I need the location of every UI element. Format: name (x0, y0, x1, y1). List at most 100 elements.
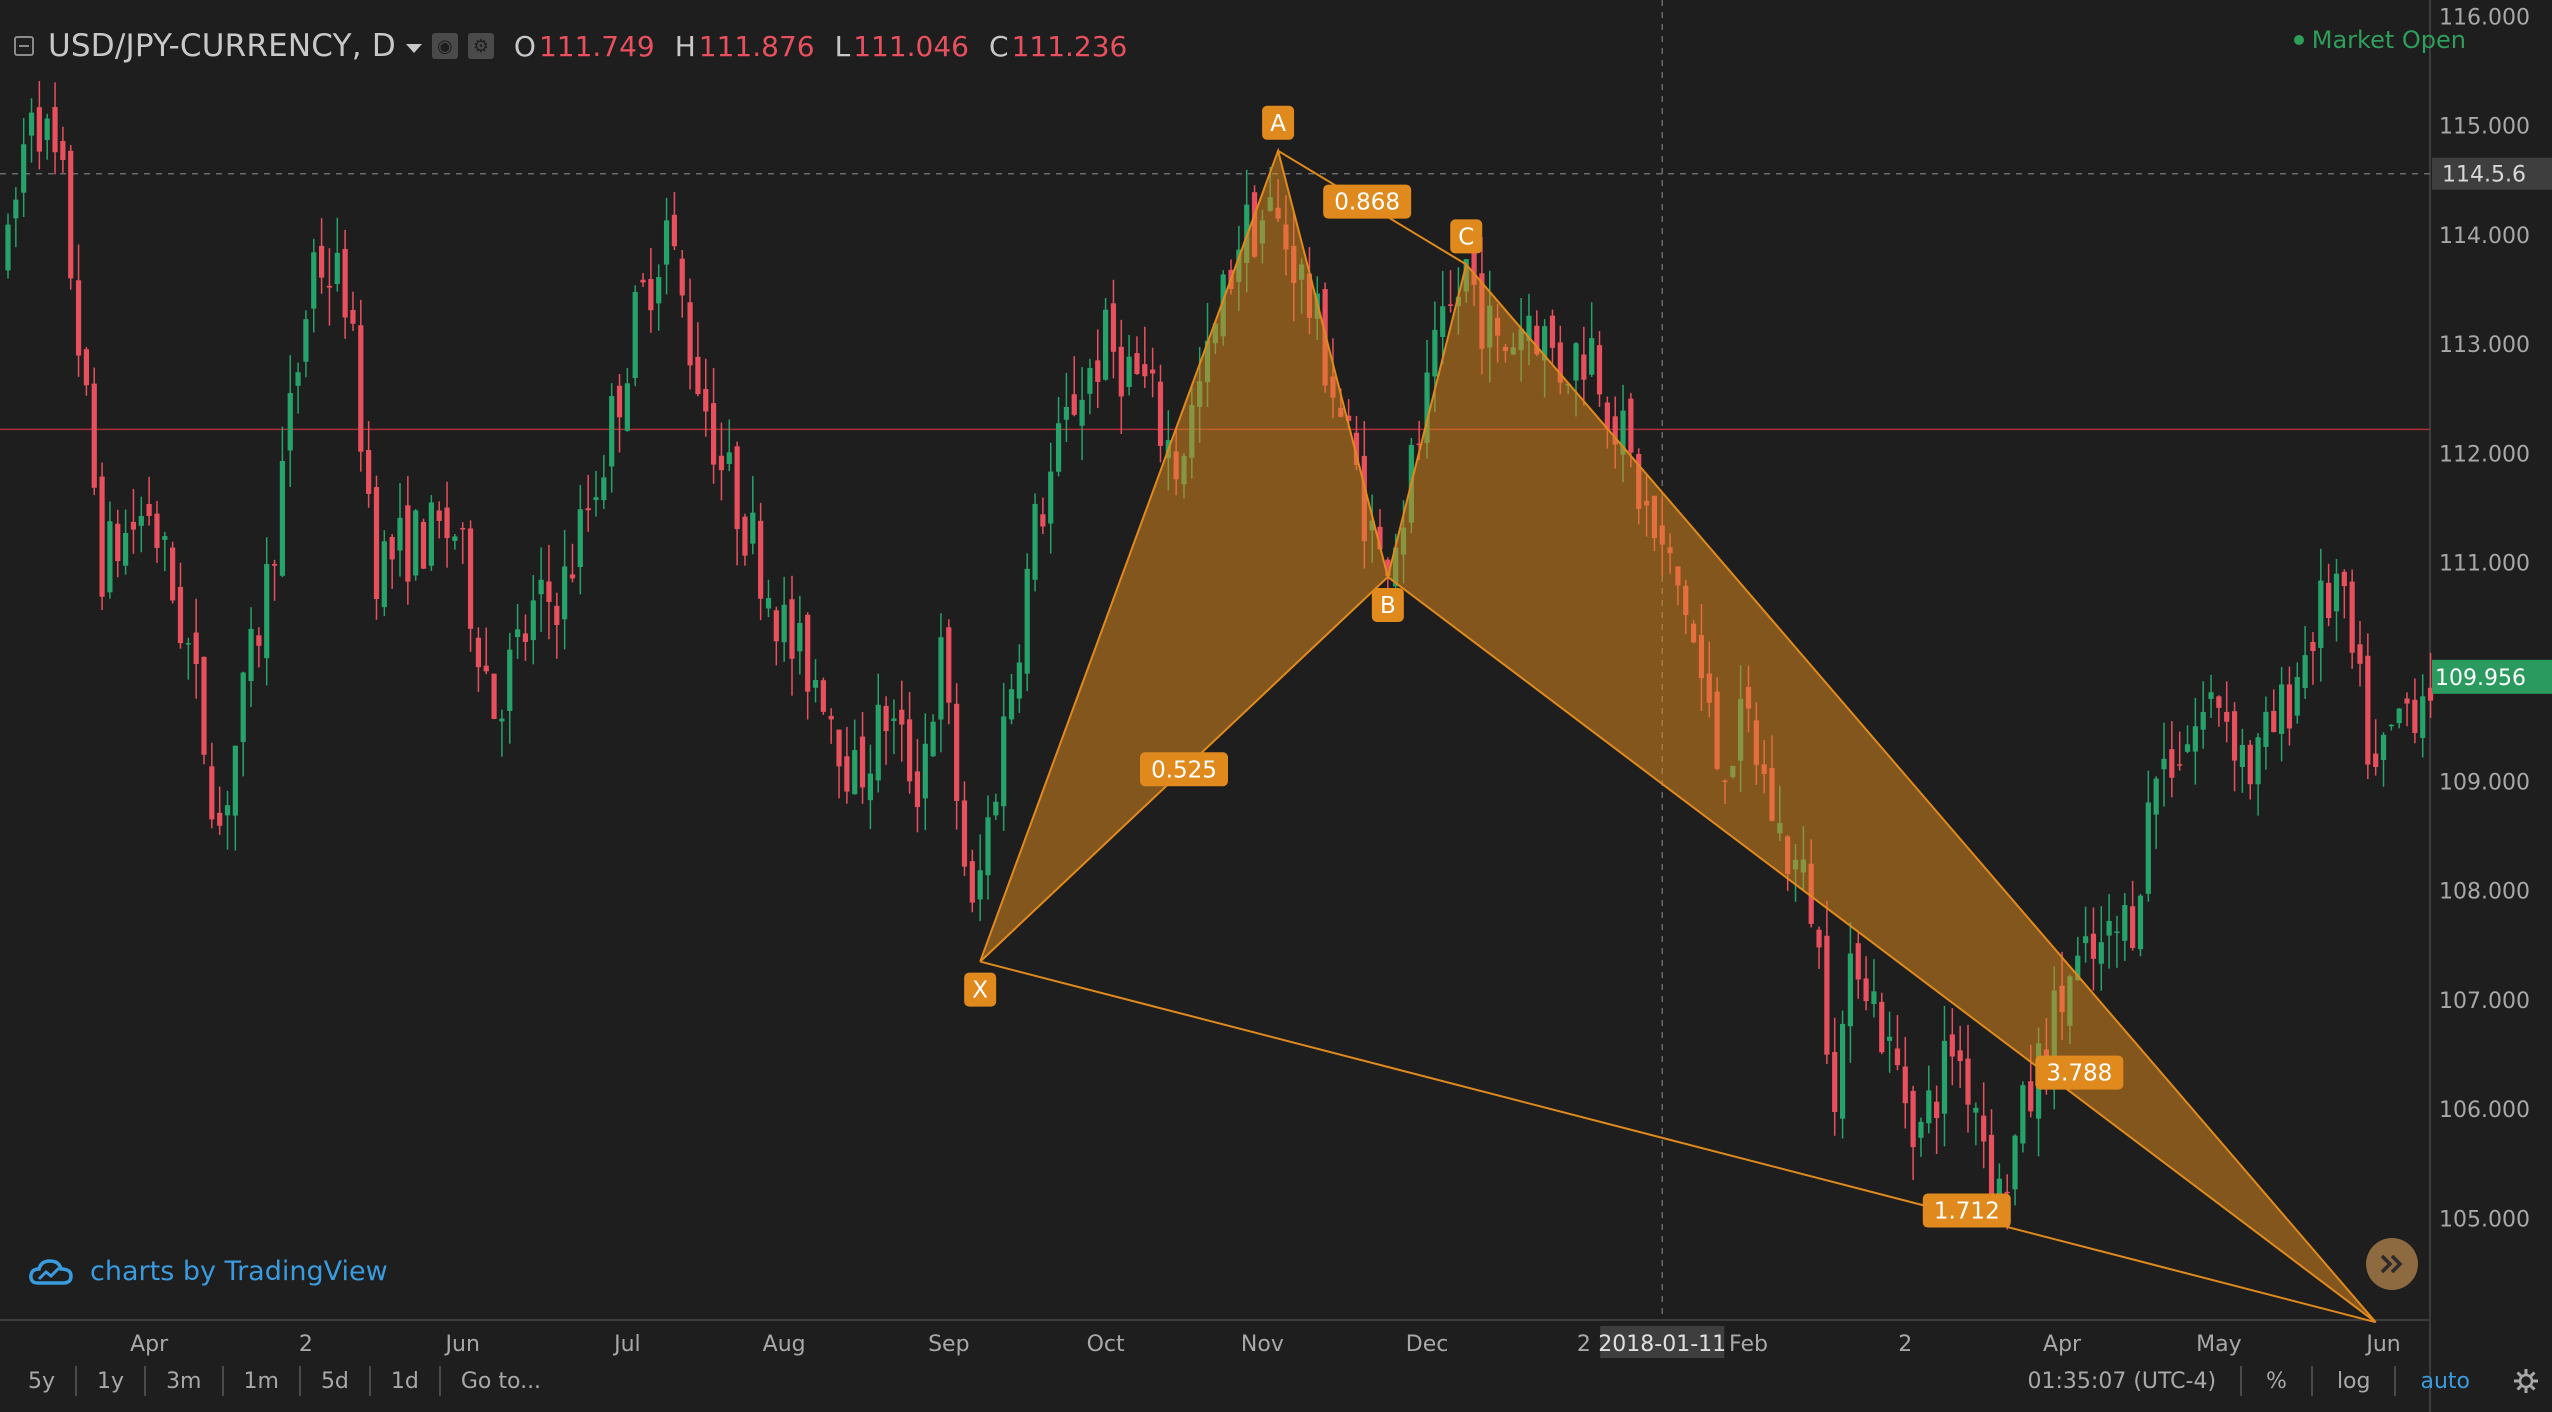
candle-body (2208, 692, 2214, 699)
ohlc-low: L 111.046 (834, 29, 969, 63)
candle-body (899, 709, 905, 725)
candle-body (2012, 1135, 2018, 1190)
candle-body (836, 729, 842, 767)
pattern-ratio-1: 0.868 (1334, 190, 1400, 216)
candle-body (569, 574, 576, 579)
candle-body (2271, 710, 2277, 733)
candle-body (1557, 342, 1563, 383)
candle-body (2412, 699, 2418, 734)
candle-body (1001, 716, 1007, 807)
market-status-label: Market Open (2311, 26, 2466, 54)
ohlc-open: O 111.749 (513, 29, 655, 63)
settings-gear-icon[interactable] (2512, 1367, 2540, 1395)
range-1y-button[interactable]: 1y (77, 1366, 147, 1396)
candle-body (718, 455, 725, 471)
clock-readout[interactable]: 01:35:07 (UTC-4) (2027, 1368, 2217, 1394)
auto-toggle[interactable]: auto (2394, 1366, 2494, 1396)
candle-body (1118, 346, 1124, 397)
candle-body (5, 224, 11, 271)
candle-body (632, 291, 638, 379)
candle-body (1902, 1066, 1908, 1104)
candle-body (1871, 991, 1877, 1005)
y-tick-label: 114.000 (2439, 224, 2530, 249)
candle-body (1110, 303, 1117, 352)
x-tick-label: Aug (763, 1332, 806, 1357)
candle-body (734, 446, 740, 530)
candle-body (1816, 929, 1822, 948)
candle-body (287, 393, 293, 451)
candle-body (381, 541, 387, 608)
candle-body (1589, 338, 1595, 375)
candle-body (2184, 744, 2191, 752)
candle-body (954, 703, 960, 801)
candle-body (1032, 503, 1038, 580)
range-1d-button[interactable]: 1d (371, 1366, 441, 1396)
candle-body (593, 497, 599, 501)
pattern-ratio-3-bg (1922, 1193, 2011, 1228)
goto-button[interactable]: Go to... (460, 1368, 542, 1394)
x-tick-label: 2 (299, 1332, 313, 1357)
candle-body (389, 536, 395, 560)
candle-body (1353, 432, 1360, 465)
x-tick-label: May (2196, 1332, 2241, 1357)
candle-body (554, 605, 560, 625)
candle-body (326, 285, 333, 288)
crosshair-x-bg (1600, 1326, 1725, 1358)
range-5y-button[interactable]: 5y (0, 1366, 78, 1396)
candle-body (60, 140, 66, 160)
candle-body (2388, 724, 2394, 727)
candle-body (2279, 684, 2285, 734)
tradingview-brand[interactable]: charts by TradingView (28, 1256, 388, 1287)
candle-body (828, 715, 834, 720)
candle-body (1604, 402, 1610, 430)
candle-body (1150, 369, 1156, 374)
last-price-bg (2432, 659, 2552, 694)
candle-body (444, 507, 450, 539)
candle-body (1863, 978, 1869, 1002)
range-3m-button[interactable]: 3m (146, 1366, 224, 1396)
candle-body (1879, 1001, 1885, 1053)
candle-body (1988, 1134, 1995, 1195)
candle-body (538, 579, 544, 595)
scroll-to-realtime-button[interactable] (2366, 1238, 2418, 1290)
candle-body (946, 627, 952, 703)
candle-body (507, 649, 513, 711)
candle-body (852, 750, 858, 795)
candle-body (1620, 410, 1626, 455)
candle-body (2310, 641, 2316, 652)
chevron-down-icon[interactable] (405, 43, 422, 53)
gear-icon[interactable]: ⚙ (467, 33, 494, 59)
candle-body (99, 476, 105, 597)
candle-body (1839, 1023, 1846, 1119)
candle-body (2130, 906, 2136, 949)
ohlc-close: C 111.236 (989, 29, 1128, 63)
eye-icon[interactable]: ◉ (431, 33, 458, 59)
candle-body (609, 396, 615, 467)
candle-body (1628, 398, 1634, 453)
candle-body (977, 870, 983, 900)
candle-body (859, 736, 866, 788)
range-1m-button[interactable]: 1m (224, 1366, 301, 1396)
pattern-ratio-2: 3.788 (2046, 1061, 2112, 1087)
candle-body (2247, 744, 2253, 785)
candle-body (2161, 758, 2167, 770)
candle-body (2106, 920, 2112, 936)
candle-body (562, 566, 568, 620)
candle-body (2341, 571, 2347, 587)
candle-body (295, 372, 301, 386)
range-5d-button[interactable]: 5d (301, 1366, 371, 1396)
candle-body (1981, 1115, 1987, 1142)
toolbar-right: 01:35:07 (UTC-4) % log auto (2004, 1358, 2552, 1404)
log-toggle[interactable]: log (2310, 1366, 2395, 1396)
symbol-title[interactable]: USD/JPY-CURRENCY, D (48, 28, 396, 64)
candle-body (123, 533, 129, 566)
menu-icon[interactable] (14, 36, 34, 56)
pattern-point-x: X (972, 978, 988, 1004)
candle-body (2098, 942, 2104, 964)
candle-body (1126, 356, 1132, 388)
candle-body (1918, 1121, 1924, 1138)
percent-toggle[interactable]: % (2240, 1366, 2311, 1396)
candle-body (2114, 931, 2120, 933)
candle-body (271, 564, 278, 566)
